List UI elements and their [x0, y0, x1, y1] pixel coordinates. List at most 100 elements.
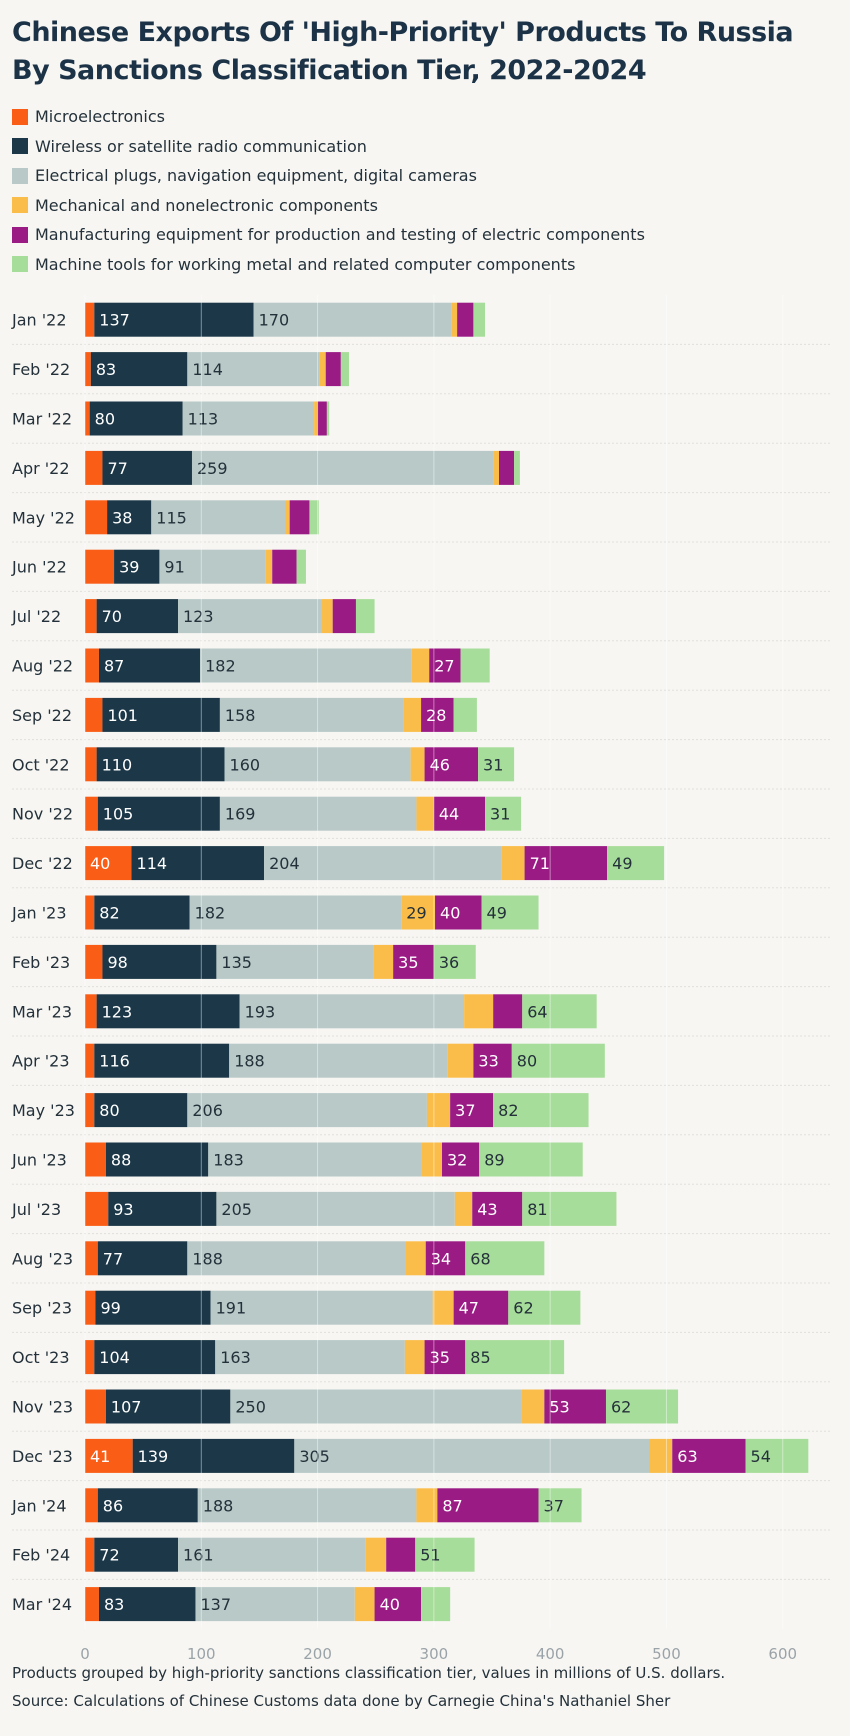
legend-swatch	[12, 138, 28, 155]
bar-segment	[326, 401, 330, 436]
legend-item-machine-tools: Machine tools for working metal and rela…	[12, 250, 645, 280]
x-tick-label: 100	[187, 1645, 216, 1663]
data-label: 87	[104, 657, 124, 676]
data-label: 188	[192, 1249, 223, 1268]
legend-label: Mechanical and nonelectronic components	[35, 195, 378, 215]
data-label: 70	[102, 607, 122, 626]
bar-segment	[296, 549, 306, 584]
bar-segment	[94, 1093, 188, 1128]
bar-segment	[435, 895, 482, 930]
data-label: 34	[431, 1249, 451, 1268]
bar-segment	[85, 1191, 109, 1226]
bar-segment	[309, 500, 319, 535]
bar-segment	[421, 697, 454, 732]
bar-segment	[433, 944, 476, 979]
category-label: Feb '23	[12, 953, 70, 972]
data-label: 113	[188, 410, 219, 429]
bar-segment	[97, 1488, 198, 1523]
data-label: 49	[487, 904, 507, 923]
bar-segment	[479, 1142, 583, 1177]
bar-segment	[85, 1488, 98, 1523]
bar-segment	[85, 697, 103, 732]
category-label: Jun '23	[11, 1151, 67, 1170]
bar-segment	[493, 1093, 589, 1128]
bar-segment	[317, 401, 327, 436]
bar-segment	[521, 1389, 545, 1424]
data-label: 33	[478, 1052, 498, 1071]
bar-segment	[321, 599, 333, 634]
bar-segment	[437, 1488, 539, 1523]
category-label: Jan '22	[11, 311, 67, 330]
data-label: 169	[225, 805, 256, 824]
category-label: Mar '24	[12, 1595, 72, 1614]
bar-segment	[151, 500, 286, 535]
category-label: Oct '22	[12, 755, 70, 774]
bar-segment	[189, 895, 402, 930]
bar-segment	[544, 1389, 606, 1424]
data-label: 204	[269, 854, 300, 873]
bar-segment	[89, 401, 183, 436]
legend-label: Machine tools for working metal and rela…	[35, 254, 576, 274]
data-label: 85	[470, 1348, 490, 1367]
x-tick-label: 0	[80, 1645, 90, 1663]
data-label: 32	[447, 1151, 467, 1170]
legend-swatch	[12, 226, 28, 243]
legend: Microelectronics Wireless or satellite r…	[12, 102, 645, 279]
category-label: Apr '23	[12, 1052, 70, 1071]
data-label: 88	[111, 1151, 131, 1170]
legend-item-electrical: Electrical plugs, navigation equipment, …	[12, 161, 645, 191]
bar-segment	[447, 1043, 474, 1078]
bar-segment	[289, 500, 310, 535]
bar-segment	[373, 944, 394, 979]
bar-segment	[404, 1340, 425, 1375]
category-label: Mar '23	[12, 1002, 72, 1021]
bar-segment	[429, 648, 461, 683]
bar-segment	[451, 302, 458, 337]
bar-segment	[416, 796, 434, 831]
bar-segment	[85, 1142, 106, 1177]
bar-segment	[450, 1093, 494, 1128]
data-label: 77	[107, 459, 127, 478]
data-label: 29	[406, 904, 426, 923]
data-label: 28	[426, 706, 446, 725]
legend-item-microelectronics: Microelectronics	[12, 102, 645, 132]
bar-segment	[102, 697, 220, 732]
bar-segment	[411, 648, 430, 683]
legend-swatch	[12, 256, 28, 273]
data-label: 101	[107, 706, 138, 725]
data-label: 170	[259, 311, 290, 330]
bar-segment	[457, 302, 474, 337]
bar-segment	[85, 846, 132, 881]
bar-segment	[97, 1241, 188, 1276]
data-label: 80	[99, 1101, 119, 1120]
bar-segment	[96, 599, 179, 634]
data-label: 63	[677, 1447, 697, 1466]
bar-segment	[98, 1587, 196, 1622]
legend-label: Microelectronics	[35, 107, 165, 127]
bar-segment	[493, 450, 499, 485]
bar-segment	[498, 450, 515, 485]
bar-segment	[90, 352, 188, 387]
bar-segment	[264, 846, 502, 881]
bar-segment	[401, 895, 436, 930]
bar-segment	[85, 895, 95, 930]
bar-segment	[187, 352, 320, 387]
legend-swatch	[12, 108, 28, 125]
data-label: 83	[104, 1595, 124, 1614]
data-label: 107	[111, 1398, 142, 1417]
bar-segment	[319, 352, 326, 387]
bar-segment	[453, 1290, 509, 1325]
bar-segment	[424, 747, 479, 782]
bar-segment	[85, 450, 103, 485]
data-label: 87	[442, 1496, 462, 1515]
bar-segment	[229, 1043, 448, 1078]
bar-segment	[415, 1537, 475, 1572]
bar-segment	[85, 1587, 99, 1622]
bar-segment	[85, 944, 103, 979]
bar-segment	[132, 1438, 295, 1473]
data-label: 115	[156, 508, 187, 527]
bar-segment	[265, 549, 273, 584]
data-label: 83	[96, 360, 116, 379]
data-label: 110	[102, 755, 133, 774]
